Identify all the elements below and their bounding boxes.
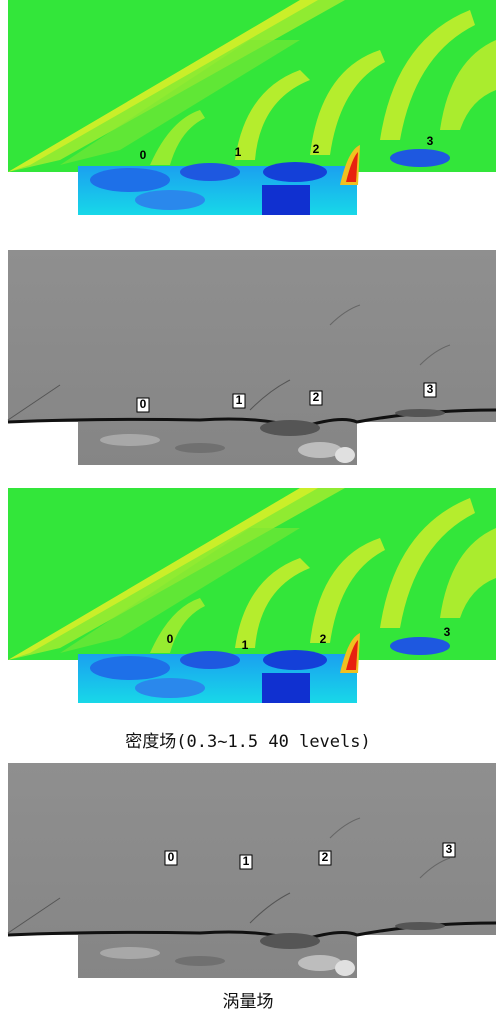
density-panel-1: 0 1 2 3	[8, 0, 496, 215]
marker: 1	[235, 145, 242, 159]
marker: 2	[320, 632, 327, 646]
marker: 1	[242, 638, 249, 652]
marker: 0	[140, 397, 147, 411]
marker: 3	[446, 842, 453, 856]
marker: 3	[427, 134, 434, 148]
marker: 2	[313, 142, 320, 156]
caption: 密度场(0.3~1.5 40 levels)	[125, 732, 370, 752]
marker: 0	[167, 632, 174, 646]
density-panel-2: 0 1 2 3	[8, 488, 496, 703]
marker: 3	[444, 625, 451, 639]
marker: 3	[427, 382, 434, 396]
caption: 涡量场	[223, 992, 274, 1012]
marker: 2	[322, 850, 329, 864]
marker: 0	[168, 850, 175, 864]
vorticity-panel-1: 0 1 2 3	[8, 250, 496, 465]
marker: 1	[236, 393, 243, 407]
vorticity-panel-2: 0 1 2 3	[8, 763, 496, 978]
marker: 0	[140, 148, 147, 162]
marker: 1	[243, 854, 250, 868]
marker: 2	[313, 390, 320, 404]
figure-page: 0 1 2 3 0 1 2 3 0 1 2 3 密度场(0.3~1.5 40 l…	[0, 0, 496, 1025]
